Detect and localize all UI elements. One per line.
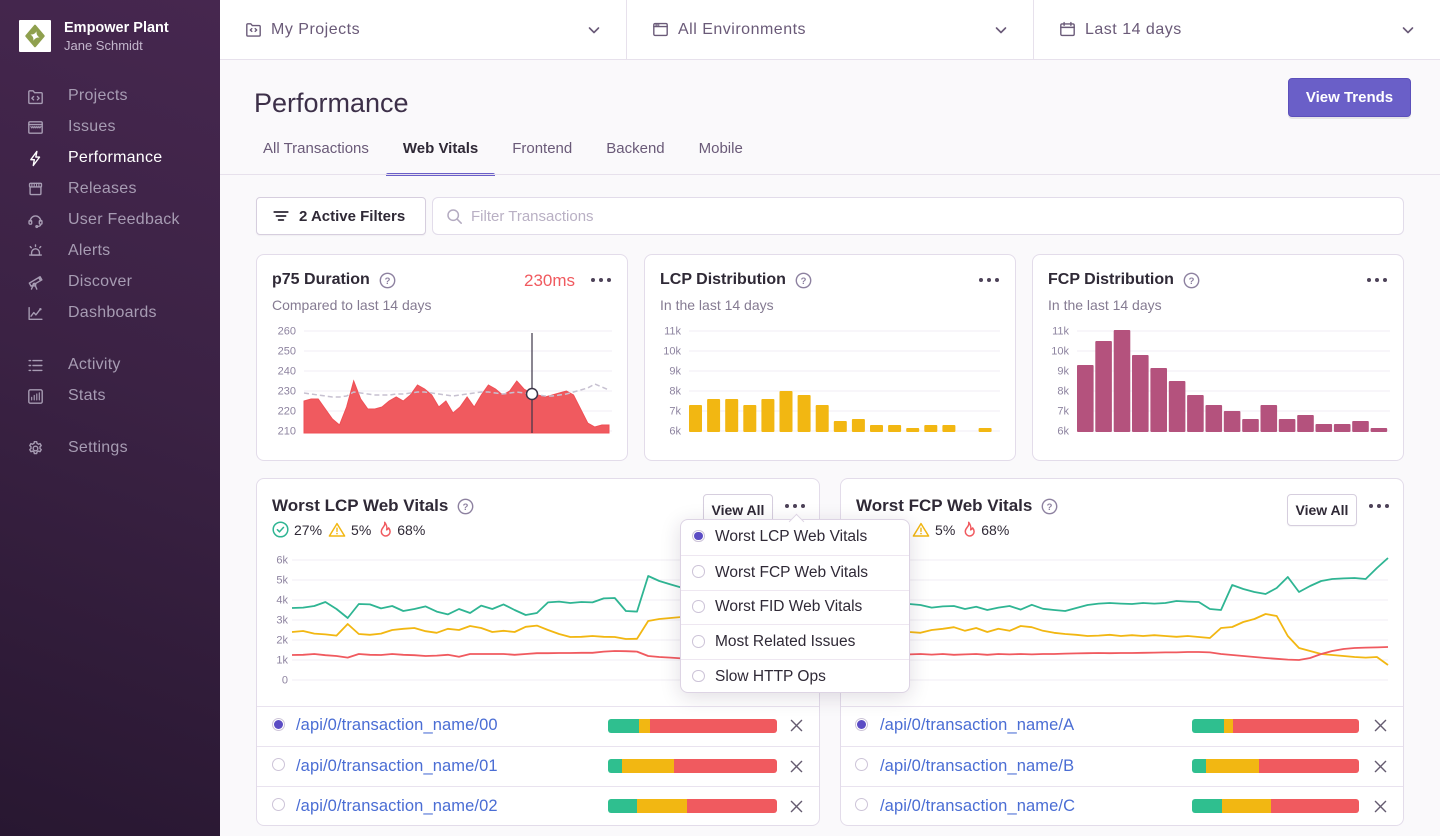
svg-text:2k: 2k bbox=[276, 635, 288, 647]
svg-text:3k: 3k bbox=[276, 615, 288, 627]
svg-text:240: 240 bbox=[278, 366, 296, 378]
svg-text:8k: 8k bbox=[669, 386, 681, 398]
svg-text:7k: 7k bbox=[1057, 406, 1069, 418]
svg-text:10k: 10k bbox=[1051, 346, 1069, 358]
svg-text:220: 220 bbox=[278, 406, 296, 418]
svg-text:5k: 5k bbox=[276, 575, 288, 587]
svg-text:?: ? bbox=[384, 276, 390, 287]
svg-text:6k: 6k bbox=[276, 555, 288, 567]
svg-text:250: 250 bbox=[278, 346, 296, 358]
svg-text:11k: 11k bbox=[1052, 326, 1069, 338]
svg-text:?: ? bbox=[463, 502, 469, 513]
svg-text:9k: 9k bbox=[1057, 366, 1069, 378]
svg-text:7k: 7k bbox=[669, 406, 681, 418]
svg-text:11k: 11k bbox=[664, 326, 681, 338]
svg-text:210: 210 bbox=[278, 426, 296, 438]
svg-text:?: ? bbox=[1047, 502, 1053, 513]
svg-text:1k: 1k bbox=[276, 655, 288, 667]
svg-text:10k: 10k bbox=[663, 346, 681, 358]
svg-text:?: ? bbox=[801, 276, 807, 287]
svg-text:6k: 6k bbox=[1057, 426, 1069, 438]
svg-text:?: ? bbox=[1189, 276, 1195, 287]
svg-text:0: 0 bbox=[282, 675, 288, 687]
svg-text:9k: 9k bbox=[669, 366, 681, 378]
svg-text:8k: 8k bbox=[1057, 386, 1069, 398]
svg-text:260: 260 bbox=[278, 326, 296, 338]
svg-text:230: 230 bbox=[278, 386, 296, 398]
svg-text:4k: 4k bbox=[276, 595, 288, 607]
svg-text:6k: 6k bbox=[669, 426, 681, 438]
